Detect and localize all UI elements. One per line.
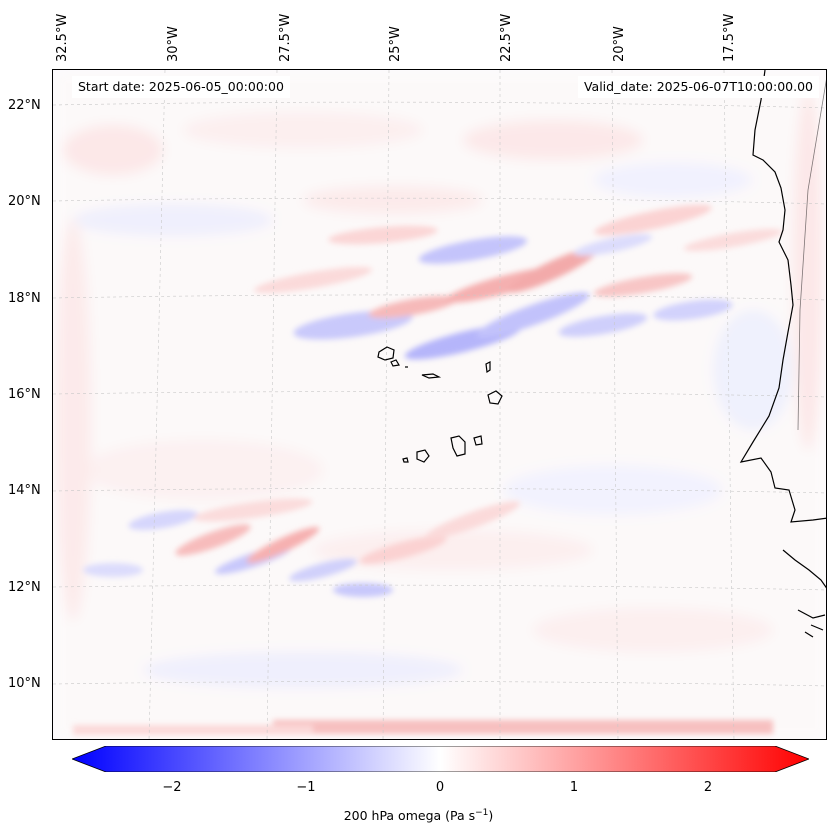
graticule <box>53 70 826 739</box>
island-sal <box>485 361 491 374</box>
island-sao-vicente <box>390 359 400 367</box>
omega-band-north <box>253 204 783 360</box>
colorbar-tick-2: 2 <box>703 780 713 795</box>
lon-label-22-5w: 22.5°W <box>499 13 514 62</box>
colorbar-tick-neg2: −2 <box>162 780 182 795</box>
lon-label-32-5w: 32.5°W <box>55 13 70 62</box>
island-fogo <box>416 449 430 463</box>
lat-label-12n: 12°N <box>8 580 41 595</box>
island-santo-antao <box>377 346 395 361</box>
island-santiago <box>450 435 466 457</box>
start-date-label: Start date: 2025-06-05_00:00:00 <box>72 76 290 98</box>
lon-label-27-5w: 27.5°W <box>278 13 293 62</box>
lon-label-17-5w: 17.5°W <box>722 13 737 62</box>
omega-field-map <box>53 70 826 739</box>
lat-label-20n: 20°N <box>8 194 41 209</box>
colorbar-tick-1: 1 <box>569 780 579 795</box>
colorbar-tick-neg1: −1 <box>296 780 316 795</box>
cape-verde-islands <box>377 346 503 463</box>
colorbar-tick-0: 0 <box>435 780 445 795</box>
africa-coastline <box>739 70 826 523</box>
africa-coastline-guinea <box>782 549 826 638</box>
lat-label-16n: 16°N <box>8 387 41 402</box>
lon-label-20w: 20°W <box>612 26 627 62</box>
colorbar <box>72 746 809 772</box>
lat-label-22n: 22°N <box>8 98 41 113</box>
valid-date-label: Valid_date: 2025-06-07T10:00:00.00 <box>577 76 819 98</box>
island-maio <box>473 435 483 446</box>
colorbar-gradient <box>72 746 809 772</box>
omega-strip-bottom <box>73 720 773 735</box>
lat-label-14n: 14°N <box>8 483 41 498</box>
background-field <box>53 70 826 739</box>
map-panel[interactable] <box>52 69 827 740</box>
island-boa-vista <box>487 390 503 405</box>
island-sao-nicolau <box>421 373 442 379</box>
island-brava <box>402 457 409 463</box>
lon-label-25w: 25°W <box>388 26 403 62</box>
colorbar-title: 200 hPa omega (Pa s−1) <box>343 808 494 824</box>
lon-label-30w: 30°W <box>166 26 181 62</box>
lat-label-18n: 18°N <box>8 291 41 306</box>
omega-band-south <box>83 498 521 597</box>
lat-label-10n: 10°N <box>8 676 41 691</box>
